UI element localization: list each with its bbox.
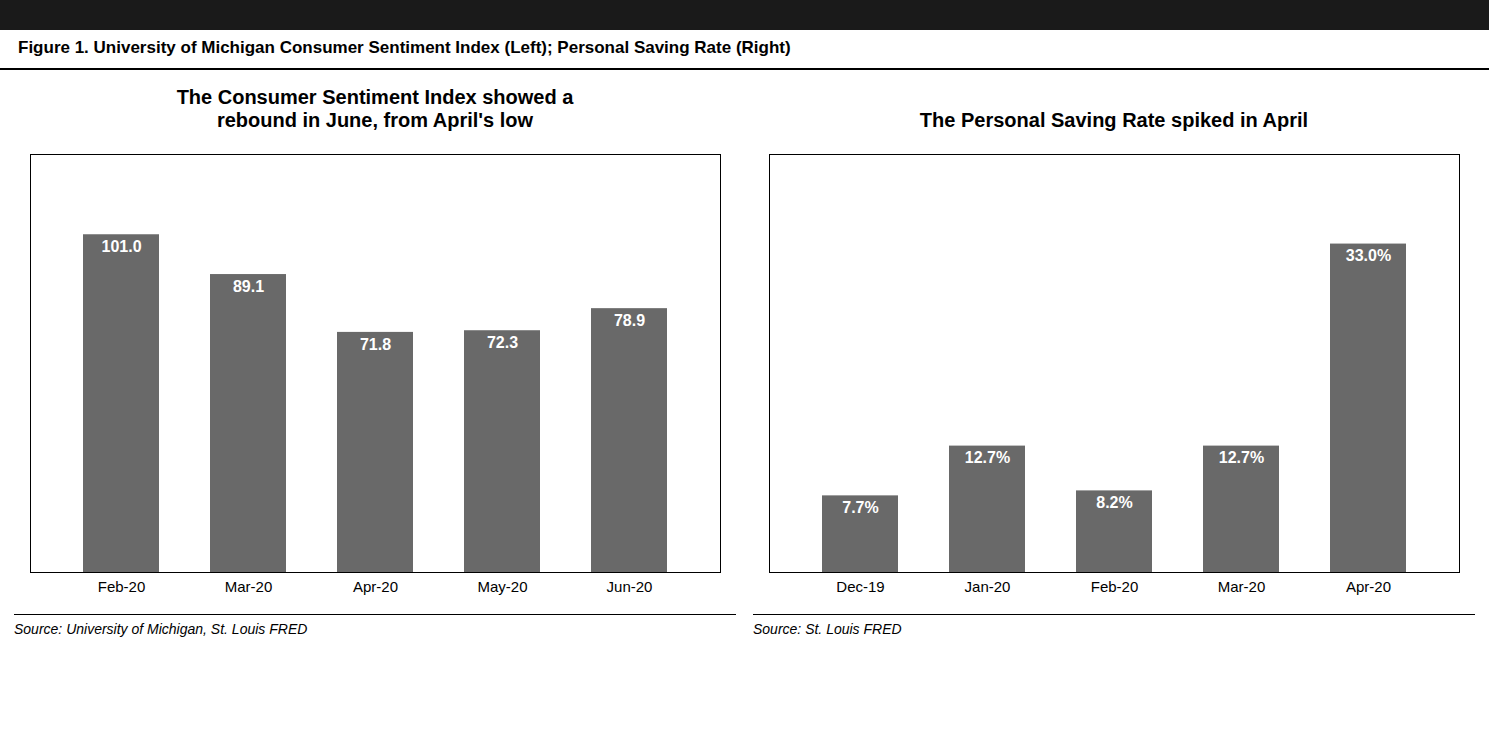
svg-text:89.1: 89.1 bbox=[233, 278, 264, 295]
svg-text:May-20: May-20 bbox=[477, 578, 527, 595]
svg-text:72.3: 72.3 bbox=[487, 334, 518, 351]
svg-text:Apr-20: Apr-20 bbox=[1346, 578, 1391, 595]
html-text:Source: University of Michigan: Source: University of Michigan, St. Loui… bbox=[14, 621, 308, 637]
html-text:The Consumer Sentiment Index s: The Consumer Sentiment Index showed a re… bbox=[176, 86, 574, 131]
svg-text:Mar-20: Mar-20 bbox=[225, 578, 273, 595]
svg-text:Jan-20: Jan-20 bbox=[965, 578, 1011, 595]
svg-text:7.7%: 7.7% bbox=[842, 499, 878, 516]
svg-text:8.2%: 8.2% bbox=[1096, 494, 1132, 511]
svg-text:Mar-20: Mar-20 bbox=[1218, 578, 1266, 595]
svg-text:Apr-20: Apr-20 bbox=[353, 578, 398, 595]
svg-text:Feb-20: Feb-20 bbox=[1091, 578, 1139, 595]
svg-text:12.7%: 12.7% bbox=[965, 449, 1010, 466]
html-text:The Personal Saving Rate spike: The Personal Saving Rate spiked in April bbox=[919, 109, 1309, 131]
svg-text:78.9: 78.9 bbox=[614, 312, 645, 329]
html-text:Figure 1. University of Michig: Figure 1. University of Michigan Consume… bbox=[18, 38, 791, 57]
svg-text:Dec-19: Dec-19 bbox=[836, 578, 884, 595]
svg-text:Jun-20: Jun-20 bbox=[607, 578, 653, 595]
svg-text:Feb-20: Feb-20 bbox=[98, 578, 146, 595]
svg-text:33.0%: 33.0% bbox=[1346, 247, 1391, 264]
svg-text:101.0: 101.0 bbox=[101, 238, 141, 255]
html-text:Source: St. Louis FRED: Source: St. Louis FRED bbox=[753, 621, 902, 637]
svg-text:71.8: 71.8 bbox=[360, 336, 391, 353]
svg-text:12.7%: 12.7% bbox=[1219, 449, 1264, 466]
